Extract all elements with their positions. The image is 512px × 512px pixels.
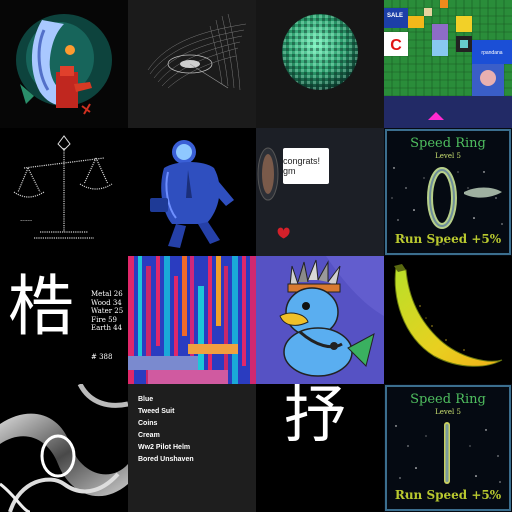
token-number: # 388 [91, 353, 113, 361]
tile-kanji-stats-card[interactable]: 梏 Metal 26 Wood 34 Water 25 Fire 59 Eart… [0, 256, 128, 384]
tile-speed-ring-card-1[interactable]: Speed Ring Level 5 Run Speed +5% [384, 128, 512, 256]
tile-wireframe-surface-art[interactable] [128, 0, 256, 128]
trait-clothes: Tweed Suit [138, 408, 175, 415]
speed-ring-footer-2: Run Speed +5% [394, 488, 502, 502]
element-stats-list: Metal 26 Wood 34 Water 25 Fire 59 Earth … [91, 290, 124, 333]
kanji-character: 梏 [8, 268, 74, 345]
banana-icon [384, 256, 512, 384]
kanji-character-2: 抒 [284, 384, 347, 451]
stat-wood: Wood 34 [91, 298, 122, 307]
pixel-sphere-icon [256, 0, 384, 128]
speed-ring-level-2: Level 5 [435, 408, 461, 416]
tile-glitch-stripes-art[interactable] [128, 256, 256, 384]
speed-ring-title-2: Speed Ring [410, 392, 486, 407]
chat-message: congrats! gm [283, 156, 321, 176]
stat-water: Water 25 [91, 307, 124, 315]
trait-background: Blue [138, 396, 154, 403]
starfield-ring-icon-2 [384, 384, 512, 512]
svg-text:C: C [390, 37, 402, 54]
svg-text:rpandana: rpandana [481, 50, 502, 56]
tile-pixel-collage-art[interactable]: C rpandana SALE [384, 0, 512, 128]
figure-artwork-icon [0, 0, 128, 128]
tile-ascii-scale-art[interactable]: ~~~~~ [0, 128, 128, 256]
stripes-icon [128, 256, 256, 384]
chat-bubble: congrats! gm [283, 148, 329, 184]
tile-trait-list-card[interactable]: Blue Tweed Suit Coins Cream Ww2 Pilot He… [128, 384, 256, 512]
sale-label: SALE [387, 13, 404, 19]
balance-scale-icon: ~~~~~ [0, 128, 128, 256]
trait-mouth: Coins [138, 420, 158, 427]
speed-ring-title: Speed Ring [410, 136, 486, 151]
tile-speed-ring-card-2[interactable]: Speed Ring Level 5 Run Speed +5% [384, 384, 512, 512]
tile-blue-astronaut-art[interactable] [128, 128, 256, 256]
trait-fur: Cream [138, 432, 160, 439]
duck-icon [256, 256, 384, 384]
stat-metal: Metal 26 [91, 290, 123, 298]
stat-fire: Fire 59 [91, 315, 117, 324]
wireframe-icon [128, 0, 256, 128]
stat-earth: Earth 44 [91, 324, 123, 332]
trait-eyes: Bored Unshaven [138, 456, 194, 463]
trait-list: Blue Tweed Suit Coins Cream Ww2 Pilot He… [138, 394, 194, 466]
tile-banana-art[interactable] [384, 256, 512, 384]
tile-kanji-card-2[interactable]: 抒 [256, 384, 384, 512]
tile-abstract-figure-art[interactable] [0, 0, 128, 128]
speed-ring-footer: Run Speed +5% [394, 232, 502, 246]
astronaut-icon [128, 128, 256, 256]
tile-congrats-chat-art[interactable]: congrats! gm [256, 128, 384, 256]
swirl-icon [0, 384, 128, 512]
speed-ring-level: Level 5 [435, 152, 461, 160]
starfield-ring-icon [384, 128, 512, 256]
svg-text:~~~~~: ~~~~~ [20, 218, 33, 223]
tile-duck-headdress-art[interactable] [256, 256, 384, 384]
tile-green-pixel-sphere-art[interactable] [256, 0, 384, 128]
pixel-collage-icon: C rpandana [384, 0, 512, 128]
tile-chrome-swirl-art[interactable] [0, 384, 128, 512]
trait-hat: Ww2 Pilot Helm [138, 444, 191, 451]
